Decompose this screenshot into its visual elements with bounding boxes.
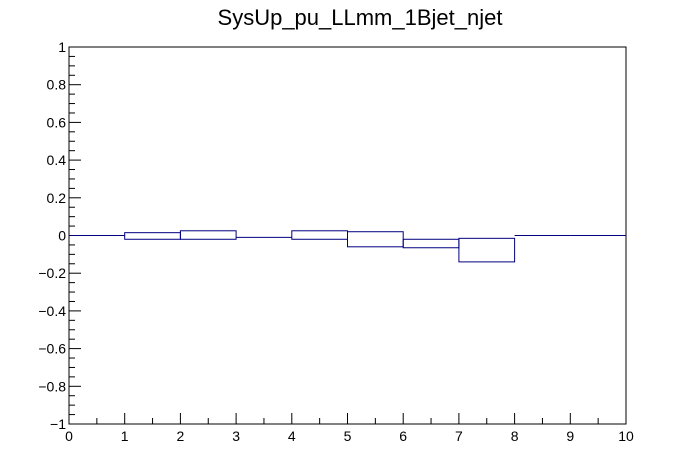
y-tick-label: 0 — [58, 228, 66, 244]
histogram-bin — [347, 231, 404, 248]
y-tick-label: −0.4 — [38, 303, 66, 319]
x-tick-label: 8 — [511, 428, 519, 444]
y-tick-label: −1 — [50, 416, 66, 432]
histogram-bin — [179, 230, 237, 240]
x-axis: 0 1 2 3 4 5 6 7 8 9 10 — [65, 413, 634, 444]
y-tick-label: −0.2 — [38, 265, 66, 281]
x-tick-label: 4 — [288, 428, 296, 444]
histogram-series — [69, 230, 626, 263]
x-tick-label: 0 — [65, 428, 73, 444]
y-axis: −1 −0.8 −0.6 −0.4 −0.2 0 0.2 0.4 0.6 0.8 1 — [38, 39, 81, 432]
x-tick-label: 10 — [618, 428, 634, 444]
x-tick-label: 2 — [177, 428, 185, 444]
y-tick-label: −0.6 — [38, 341, 66, 357]
histogram-bin — [458, 237, 516, 263]
histogram-bin — [291, 230, 348, 240]
x-tick-label: 9 — [566, 428, 574, 444]
histogram-bin — [402, 238, 460, 249]
x-tick-label: 5 — [344, 428, 352, 444]
y-tick-label: −0.8 — [38, 378, 66, 394]
x-tick-label: 7 — [455, 428, 463, 444]
y-tick-label: 0.6 — [47, 114, 67, 130]
x-tick-label: 3 — [232, 428, 240, 444]
histogram-bin — [124, 232, 181, 240]
x-tick-label: 6 — [399, 428, 407, 444]
chart-title: SysUp_pu_LLmm_1Bjet_njet — [218, 5, 503, 30]
y-tick-label: 0.4 — [47, 152, 67, 168]
y-tick-label: 0.2 — [47, 190, 67, 206]
y-tick-label: 0.8 — [47, 77, 67, 93]
x-tick-label: 1 — [121, 428, 129, 444]
y-tick-label: 1 — [58, 39, 66, 55]
